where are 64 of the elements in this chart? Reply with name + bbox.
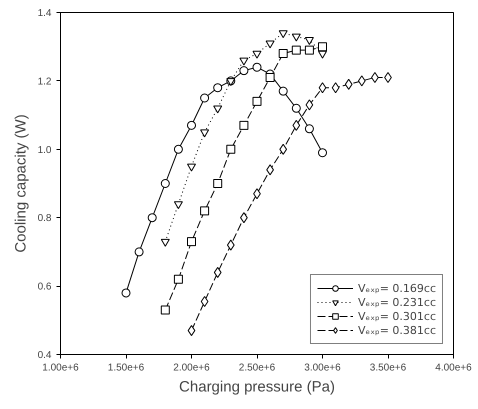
x-axis-title: Charging pressure (Pa) <box>179 378 335 396</box>
x-tick-label: 3.00e+6 <box>304 362 342 374</box>
point <box>279 144 288 155</box>
point <box>226 144 236 154</box>
point <box>187 120 196 130</box>
legend-label: Vₑₓₚ= 0.381cc <box>358 323 436 337</box>
point <box>304 37 314 45</box>
point <box>252 50 262 59</box>
point <box>213 179 222 188</box>
point <box>292 120 300 131</box>
y-tick-label: 0.6 <box>38 282 52 293</box>
point <box>239 58 248 66</box>
point <box>134 247 144 256</box>
point <box>174 274 183 284</box>
point <box>278 86 288 96</box>
y-tick-label: 1.0 <box>38 144 52 156</box>
point <box>318 148 327 158</box>
point <box>318 50 327 59</box>
point <box>122 288 130 298</box>
x-tick-label: 4.00e+6 <box>435 362 472 374</box>
point <box>304 124 314 134</box>
y-tick-label: 1.4 <box>38 8 52 19</box>
x-tick-label: 1.00e+6 <box>42 362 80 374</box>
point <box>304 46 314 55</box>
x-tick-label: 1.50e+6 <box>108 362 145 374</box>
point <box>239 120 248 130</box>
point <box>358 75 366 86</box>
x-tick-label: 2.50e+6 <box>238 362 276 374</box>
point <box>160 238 170 247</box>
point <box>266 40 275 48</box>
point <box>160 179 170 188</box>
point <box>344 78 353 90</box>
point <box>239 66 248 76</box>
y-axis-title: Cooling capacity (W) <box>12 114 30 253</box>
point <box>266 72 275 82</box>
x-tick-label: 3.50e+6 <box>370 362 407 374</box>
point <box>278 30 288 38</box>
legend-label: Vₑₓₚ= 0.169cc <box>358 281 436 295</box>
y-tick-label: 1.2 <box>38 76 52 88</box>
y-tick-label: 0.4 <box>38 350 52 361</box>
point <box>278 49 288 58</box>
point <box>148 213 157 222</box>
legend-label: Vₑₓₚ= 0.301cc <box>358 309 436 323</box>
point <box>292 46 301 55</box>
point <box>174 201 183 210</box>
point <box>174 144 183 154</box>
point <box>213 105 222 114</box>
point <box>214 266 222 278</box>
point <box>200 129 210 138</box>
point <box>200 94 210 102</box>
point <box>213 83 222 92</box>
point <box>200 206 210 216</box>
point <box>292 34 301 42</box>
point <box>252 62 262 72</box>
point <box>160 306 170 315</box>
y-tick-label: 0.8 <box>38 213 52 224</box>
x-tick-label: 2.00e+6 <box>173 362 210 374</box>
point <box>252 96 262 106</box>
point <box>226 240 235 251</box>
legend-label: Vₑₓₚ= 0.231cc <box>358 295 436 309</box>
point <box>187 237 196 246</box>
point <box>318 42 327 52</box>
point <box>292 104 301 113</box>
point <box>187 164 196 172</box>
